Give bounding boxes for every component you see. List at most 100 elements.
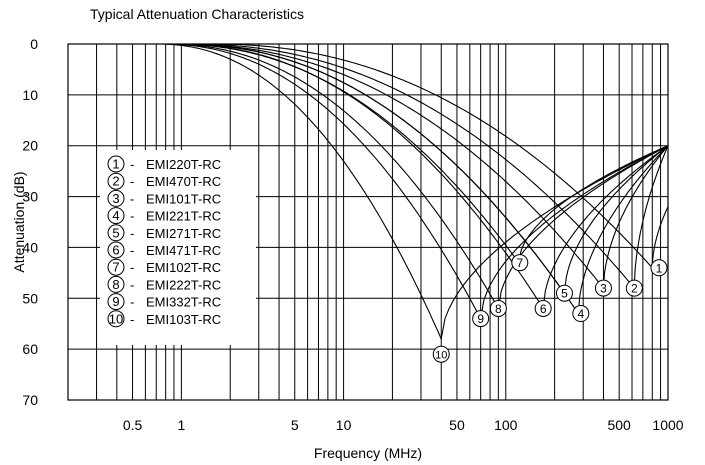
y-tick-label: 10 — [22, 87, 38, 103]
y-axis-label: Attenuation (dB) — [11, 171, 27, 272]
curve-2 — [188, 43, 669, 290]
chart-title: Typical Attenuation Characteristics — [90, 6, 304, 22]
legend-marker-circle — [107, 258, 125, 276]
legend-marker-circle — [107, 275, 125, 293]
legend-label: EMI271T-RC — [146, 226, 221, 241]
legend-separator: - — [130, 277, 134, 292]
legend-separator: - — [130, 295, 134, 310]
curve-3 — [177, 43, 669, 290]
legend-label: EMI222T-RC — [146, 277, 221, 292]
legend-entry: 6- EMI471T-RC — [107, 241, 221, 259]
legend-entry: 4- EMI221T-RC — [107, 207, 221, 225]
marker-number: 6 — [540, 302, 547, 316]
axes: 0 10 20 30 40 50 60 70 0.5 1 5 10 50 100 500 1000 — [22, 36, 683, 433]
legend-label: EMI471T-RC — [146, 243, 221, 258]
legend-label: EMI221T-RC — [146, 209, 221, 224]
marker-circle — [534, 299, 552, 317]
legend-marker-circle — [107, 293, 125, 311]
legend-entry: 1- EMI220T-RC — [107, 155, 221, 173]
y-tick-label: 70 — [22, 392, 38, 408]
marker-9: 9 — [472, 310, 490, 328]
legend-label: EMI102T-RC — [146, 260, 221, 275]
legend-marker-number: 7 — [112, 260, 119, 275]
curve-10 — [156, 43, 669, 341]
marker-number: 7 — [516, 256, 523, 270]
legend-entry: 9- EMI332T-RC — [107, 293, 221, 311]
x-tick-label: 10 — [336, 417, 352, 433]
legend-marker-number: 4 — [112, 208, 119, 223]
y-tick-label: 50 — [22, 290, 38, 306]
legend-separator: - — [130, 191, 134, 206]
marker-7: 7 — [511, 254, 529, 272]
marker-10: 10 — [432, 345, 450, 363]
legend-separator: - — [130, 157, 134, 172]
y-tick-label: 60 — [22, 341, 38, 357]
x-tick-label: 0.5 — [123, 417, 143, 433]
y-tick-label: 0 — [30, 36, 38, 52]
legend-label: EMI332T-RC — [146, 295, 221, 310]
marker-number: 5 — [561, 287, 568, 301]
legend-separator: - — [130, 243, 134, 258]
marker-circle — [555, 284, 573, 302]
legend-separator: - — [130, 312, 134, 327]
legend-marker-number: 5 — [112, 225, 119, 240]
x-tick-label: 1000 — [652, 417, 683, 433]
x-tick-label: 100 — [494, 417, 518, 433]
x-tick-label: 1 — [177, 417, 185, 433]
curves — [156, 43, 669, 341]
legend-marker-circle — [107, 172, 125, 190]
legend-marker-number: 1 — [112, 157, 119, 172]
x-tick-label: 50 — [449, 417, 465, 433]
legend-entry: 3- EMI101T-RC — [107, 189, 221, 207]
legend-label: EMI470T-RC — [146, 174, 221, 189]
marker-circle — [625, 279, 643, 297]
legend-marker-circle — [107, 155, 125, 173]
legend: 1- EMI220T-RC2- EMI470T-RC3- EMI101T-RC4- EM… — [100, 150, 256, 345]
legend-marker-circle — [107, 207, 125, 225]
legend-entry: 7- EMI102T-RC — [107, 258, 221, 276]
x-tick-label: 5 — [291, 417, 299, 433]
legend-marker-number: 9 — [112, 294, 119, 309]
marker-1: 1 — [650, 259, 668, 277]
curve-8 — [165, 43, 669, 311]
marker-circle — [594, 279, 612, 297]
curve-1 — [209, 43, 669, 270]
marker-number: 10 — [435, 350, 447, 362]
plot-frame — [67, 43, 669, 401]
x-axis-label: Frequency (MHz) — [314, 445, 422, 461]
y-tick-label: 30 — [22, 189, 38, 205]
marker-circle — [572, 305, 590, 323]
legend-separator: - — [130, 260, 134, 275]
legend-marker-number: 6 — [112, 243, 119, 258]
marker-5: 5 — [555, 284, 573, 302]
legend-marker-number: 8 — [112, 277, 119, 292]
marker-circle — [511, 254, 529, 272]
legend-entry: 5- EMI271T-RC — [107, 224, 221, 242]
marker-number: 3 — [600, 282, 607, 296]
marker-number: 4 — [577, 307, 584, 321]
legend-marker-circle — [107, 224, 125, 242]
legend-box — [100, 150, 256, 345]
legend-label: EMI103T-RC — [146, 312, 221, 327]
legend-entry: 10- EMI103T-RC — [107, 310, 221, 328]
curve-markers: 1 2 3 456 7 89 10 — [432, 254, 668, 363]
marker-number: 2 — [631, 282, 638, 296]
marker-6: 6 — [534, 299, 552, 317]
marker-4: 4 — [572, 305, 590, 323]
curve-9 — [161, 43, 669, 321]
marker-circle — [489, 299, 507, 317]
legend-entry: 2- EMI470T-RC — [107, 172, 221, 190]
marker-2: 2 — [625, 279, 643, 297]
legend-separator: - — [130, 226, 134, 241]
y-tick-label: 20 — [22, 138, 38, 154]
x-tick-label: 500 — [607, 417, 631, 433]
marker-number: 1 — [656, 261, 663, 275]
marker-circle — [472, 310, 490, 328]
legend-label: EMI101T-RC — [146, 191, 221, 206]
marker-number: 9 — [477, 312, 484, 326]
legend-marker-circle — [107, 189, 125, 207]
marker-number: 8 — [495, 302, 502, 316]
marker-circle — [650, 259, 668, 277]
y-tick-label: 40 — [22, 239, 38, 255]
